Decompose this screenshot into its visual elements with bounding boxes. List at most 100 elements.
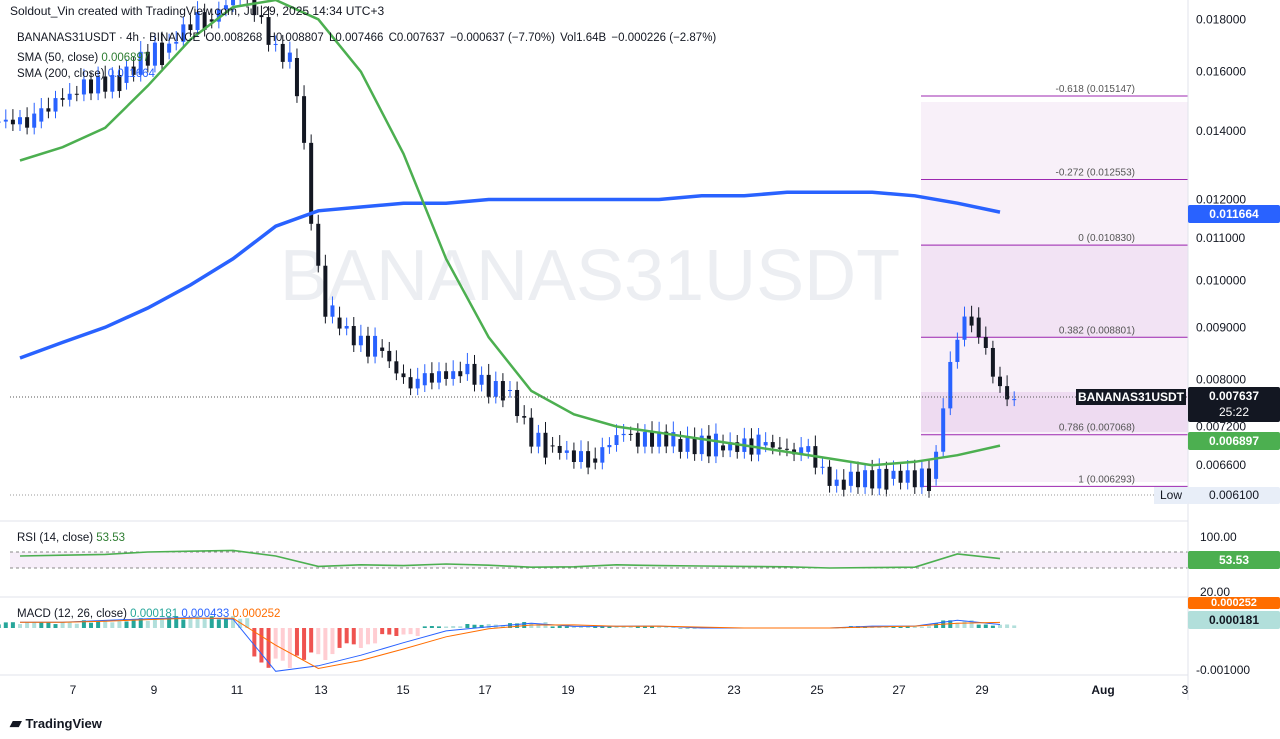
candle-body [827, 466, 832, 486]
candle-body [628, 433, 633, 435]
legend-sma50: SMA (50, close) 0.006897 [17, 52, 150, 64]
candle-body [983, 337, 988, 348]
candle-body [877, 468, 882, 489]
candle-body [10, 119, 15, 125]
tradingview-brand[interactable]: ▰ TradingView [10, 714, 102, 732]
time-axis-label: 15 [396, 683, 410, 697]
candle-body [408, 377, 413, 389]
candle-body [486, 374, 491, 397]
macd-bar [486, 624, 491, 628]
macd-bar [323, 628, 328, 660]
candle-body [223, 5, 228, 10]
candle-body [898, 470, 903, 483]
macd-bar [394, 628, 399, 636]
candle-body [614, 435, 619, 446]
candle-body [124, 66, 129, 83]
candle-body [422, 373, 427, 386]
macd-bar [479, 624, 484, 628]
candle-body [451, 371, 456, 379]
macd-bar [358, 628, 363, 648]
candle-body [529, 417, 534, 447]
candle-body [373, 335, 378, 357]
candle-body [699, 435, 704, 455]
macd-bar [302, 628, 307, 660]
macd-bar [39, 622, 44, 628]
macd-bar [891, 626, 896, 628]
signal-line [19, 617, 1001, 670]
time-axis-label: 7 [70, 683, 77, 697]
candle-body [287, 52, 292, 62]
candle-body [167, 43, 172, 53]
candle-body [770, 442, 775, 448]
macd-bar [642, 626, 647, 628]
candle-body [145, 51, 150, 66]
low-label: Low [1154, 487, 1188, 504]
fib-label: 0.786 (0.007068) [1059, 423, 1135, 434]
macd-bar [600, 626, 605, 628]
macd-bar [316, 628, 321, 655]
macd-bar [472, 624, 477, 628]
candle-body [174, 41, 179, 44]
price-axis-label: 0.008000 [1196, 373, 1246, 387]
countdown: 25:22 [1218, 405, 1250, 419]
candle-body [834, 479, 839, 486]
sma50-price-tag: 0.006897 [1188, 432, 1280, 450]
candle-body [74, 93, 79, 95]
price-axis-label: 0.007200 [1196, 420, 1246, 434]
candle-body [160, 42, 165, 66]
candle-body [25, 117, 30, 128]
macd-bar [934, 623, 939, 628]
candle-body [110, 74, 115, 92]
candle-body [934, 451, 939, 479]
candle-body [216, 9, 221, 22]
candle-body [401, 373, 406, 378]
candle-body [252, 0, 257, 16]
macd-bar [160, 618, 165, 628]
macd-bar [373, 628, 378, 644]
candle-body [67, 93, 72, 100]
fib-zone [921, 102, 1188, 482]
macd-bar [444, 626, 449, 628]
candle-body [579, 451, 584, 462]
macd-bar [614, 626, 619, 628]
macd-bar [25, 622, 30, 628]
macd-bar [912, 626, 917, 628]
candle-body [607, 445, 612, 448]
macd-bar [607, 626, 612, 628]
legend-close: C0.007637 [388, 32, 445, 44]
macd-bar [18, 624, 22, 628]
candle-body [571, 450, 576, 462]
macd-bar [685, 628, 690, 629]
candle-body [948, 361, 953, 409]
macd-bar [451, 626, 456, 628]
macd-bar [81, 620, 86, 628]
candle-body [39, 108, 44, 122]
candle-body [1005, 386, 1010, 400]
macd-bar [564, 626, 569, 628]
macd-bar [536, 623, 541, 628]
candle-body [642, 432, 647, 447]
candle-body [458, 371, 463, 377]
macd-bar [0, 624, 1, 628]
macd-bar [522, 622, 527, 628]
macd-bar [380, 628, 385, 635]
macd-bar [926, 626, 931, 628]
candle-body [500, 381, 505, 401]
candle-body [181, 24, 186, 42]
price-axis-label: 0.009000 [1196, 320, 1246, 334]
candle-body [678, 439, 683, 452]
time-axis: 7 9 11 13 15 17 19 21 23 25 27 29 Aug 3 [70, 683, 1189, 697]
candle-body [117, 74, 122, 92]
candle-body [650, 432, 655, 447]
price-axis-label: 0.006600 [1196, 458, 1246, 472]
time-axis-label: 29 [975, 683, 989, 697]
candle-body [713, 433, 718, 457]
time-axis-label: 25 [810, 683, 824, 697]
candle-body [429, 373, 434, 383]
fib-label: 0.382 (0.008801) [1059, 325, 1135, 336]
candle-body [969, 316, 974, 326]
candle-body [756, 434, 761, 455]
candle-body [18, 117, 22, 125]
macd-bar [167, 617, 172, 628]
